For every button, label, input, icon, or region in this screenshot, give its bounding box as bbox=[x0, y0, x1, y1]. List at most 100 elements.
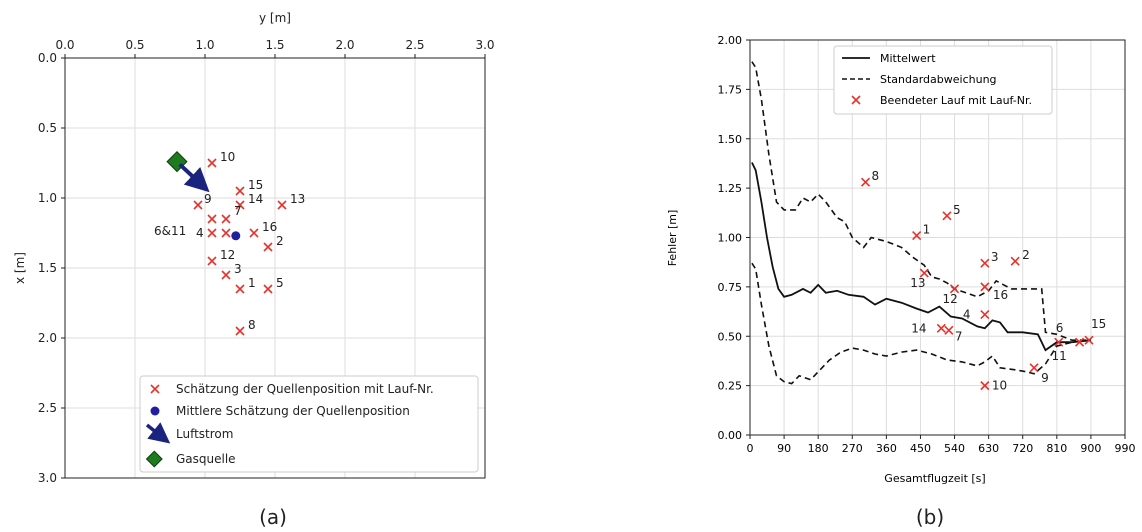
run-label: 6 bbox=[1056, 321, 1064, 335]
plot-b-x-ticks: 0 90 180 270 360 450 540 630 720 810 900 990 bbox=[747, 435, 1136, 455]
plot-b-y-tick-label: 1.25 bbox=[718, 182, 743, 195]
run-end-marker bbox=[936, 323, 946, 333]
estimate-label: 3 bbox=[234, 262, 242, 276]
airflow-arrow-icon bbox=[178, 162, 210, 193]
run-end-marker bbox=[980, 309, 990, 320]
plot-b-legend: Mittelwert Standardabweichung Beendeter … bbox=[833, 45, 1053, 115]
caption-a: (a) bbox=[259, 505, 287, 529]
legend-mean-marker-icon bbox=[150, 406, 160, 416]
plot-a-y-tick-label: 1.0 bbox=[38, 191, 57, 205]
run-label: 3 bbox=[991, 250, 999, 264]
estimate-marker bbox=[207, 256, 217, 266]
plot-a-y-tick-label: 2.5 bbox=[38, 401, 57, 415]
legend-std-line-label: Standardabweichung bbox=[880, 73, 997, 86]
estimate-marker bbox=[207, 214, 217, 224]
estimate-marker bbox=[263, 284, 273, 294]
run-label: 13 bbox=[910, 276, 925, 290]
plot-b-y-tick-label: 1.00 bbox=[718, 232, 743, 245]
run-end-marker bbox=[912, 230, 922, 241]
plot-a: 0.0 0.5 1.0 1.5 2.0 2.5 3.0 0.0 0.5 1.0 1.5 2.0 2.5… bbox=[13, 11, 495, 529]
plot-b-x-tick-label: 810 bbox=[1046, 442, 1067, 455]
run-label: 4 bbox=[963, 308, 971, 322]
plot-a-y-tick-label: 0.5 bbox=[38, 121, 57, 135]
run-label: 8 bbox=[872, 169, 880, 183]
estimate-marker bbox=[235, 186, 245, 196]
run-label: 7 bbox=[955, 329, 963, 343]
legend-run-marker-icon bbox=[851, 95, 861, 105]
plot-b-y-tick-label: 2.00 bbox=[718, 34, 743, 47]
plot-b-x-tick-label: 90 bbox=[777, 442, 791, 455]
plot-a-x-tick-label: 2.0 bbox=[335, 38, 354, 52]
estimate-marker bbox=[221, 214, 231, 224]
plot-b-y-tick-label: 0.50 bbox=[718, 330, 743, 343]
run-end-marker bbox=[942, 211, 952, 221]
std-deviation-line bbox=[751, 262, 1091, 385]
run-label: 9 bbox=[1041, 371, 1049, 385]
estimate-label: 14 bbox=[248, 192, 263, 206]
plot-b: 0 90 180 270 360 450 540 630 720 810 900 990 0.000.… bbox=[666, 34, 1136, 529]
plot-a-y-tick-label: 2.0 bbox=[38, 331, 57, 345]
plot-a-x-tick-label: 3.0 bbox=[475, 38, 494, 52]
plot-a-x-tick-label: 0.0 bbox=[55, 38, 74, 52]
estimate-marker bbox=[193, 200, 203, 210]
plot-a-x-tick-label: 1.0 bbox=[195, 38, 214, 52]
run-label: 1 bbox=[923, 223, 931, 237]
caption-b: (b) bbox=[916, 505, 944, 529]
legend-airflow-arrow-icon bbox=[145, 422, 171, 444]
run-label: 10 bbox=[992, 379, 1007, 393]
legend-mean-line-label: Mittelwert bbox=[880, 52, 936, 65]
run-end-marker bbox=[1084, 335, 1094, 345]
estimate-label: 15 bbox=[248, 178, 263, 192]
estimate-label: 16 bbox=[262, 220, 277, 234]
plot-b-x-tick-label: 720 bbox=[1012, 442, 1033, 455]
plot-b-x-tick-label: 450 bbox=[910, 442, 931, 455]
plot-b-legend-box bbox=[833, 45, 1053, 115]
plot-a-y-tick-label: 1.5 bbox=[38, 261, 57, 275]
run-end-marker bbox=[919, 268, 929, 278]
plot-a-x-ticks: 0.0 0.5 1.0 1.5 2.0 2.5 3.0 bbox=[55, 38, 495, 58]
run-end-marker bbox=[1010, 256, 1020, 266]
run-end-marker bbox=[980, 381, 990, 391]
estimate-label: 8 bbox=[248, 318, 256, 332]
estimate-marker bbox=[207, 158, 217, 168]
estimate-marker bbox=[249, 228, 259, 238]
plot-b-y-tick-label: 1.75 bbox=[718, 83, 743, 96]
run-end-marker bbox=[1054, 337, 1064, 347]
plot-b-x-tick-label: 900 bbox=[1080, 442, 1101, 455]
estimate-marker bbox=[207, 228, 217, 238]
run-label: 5 bbox=[953, 203, 961, 217]
legend-estimate-label: Schätzung der Quellenposition mit Lauf-N… bbox=[176, 382, 434, 396]
plot-a-y-tick-label: 3.0 bbox=[38, 471, 57, 485]
plot-a-y-label: x [m] bbox=[13, 252, 27, 284]
mean-estimate-point bbox=[231, 231, 241, 241]
estimate-label: 1 bbox=[248, 276, 256, 290]
estimate-label: 10 bbox=[220, 150, 235, 164]
plot-a-y-ticks: 0.0 0.5 1.0 1.5 2.0 2.5 3.0 bbox=[38, 51, 65, 485]
plot-a-legend: Schätzung der Quellenposition mit Lauf-N… bbox=[139, 375, 479, 473]
estimate-label: 9 bbox=[204, 192, 212, 206]
run-label: 14 bbox=[911, 321, 926, 335]
plot-b-y-label: Fehler [m] bbox=[666, 210, 679, 267]
std-deviation-line bbox=[751, 61, 1091, 341]
run-label: 15 bbox=[1091, 317, 1106, 331]
estimate-label: 7 bbox=[234, 204, 242, 218]
estimate-label: 13 bbox=[290, 192, 305, 206]
legend-mean-label: Mittlere Schätzung der Quellenposition bbox=[176, 404, 410, 418]
plot-b-x-tick-label: 0 bbox=[747, 442, 754, 455]
plot-b-x-tick-label: 360 bbox=[876, 442, 897, 455]
run-end-marker bbox=[980, 258, 990, 268]
run-end-marker bbox=[860, 177, 871, 187]
legend-airflow-label: Luftstrom bbox=[176, 427, 233, 441]
run-end-marker bbox=[949, 284, 960, 294]
estimate-marker bbox=[263, 242, 273, 252]
plot-a-legend-box bbox=[139, 375, 479, 473]
plot-b-lines bbox=[751, 61, 1091, 385]
estimate-label: 5 bbox=[276, 276, 284, 290]
plot-a-x-label: y [m] bbox=[259, 11, 291, 25]
estimate-label: 12 bbox=[220, 248, 235, 262]
plot-b-x-tick-label: 540 bbox=[944, 442, 965, 455]
estimate-marker bbox=[221, 270, 231, 280]
plot-b-y-tick-label: 0.25 bbox=[718, 380, 743, 393]
